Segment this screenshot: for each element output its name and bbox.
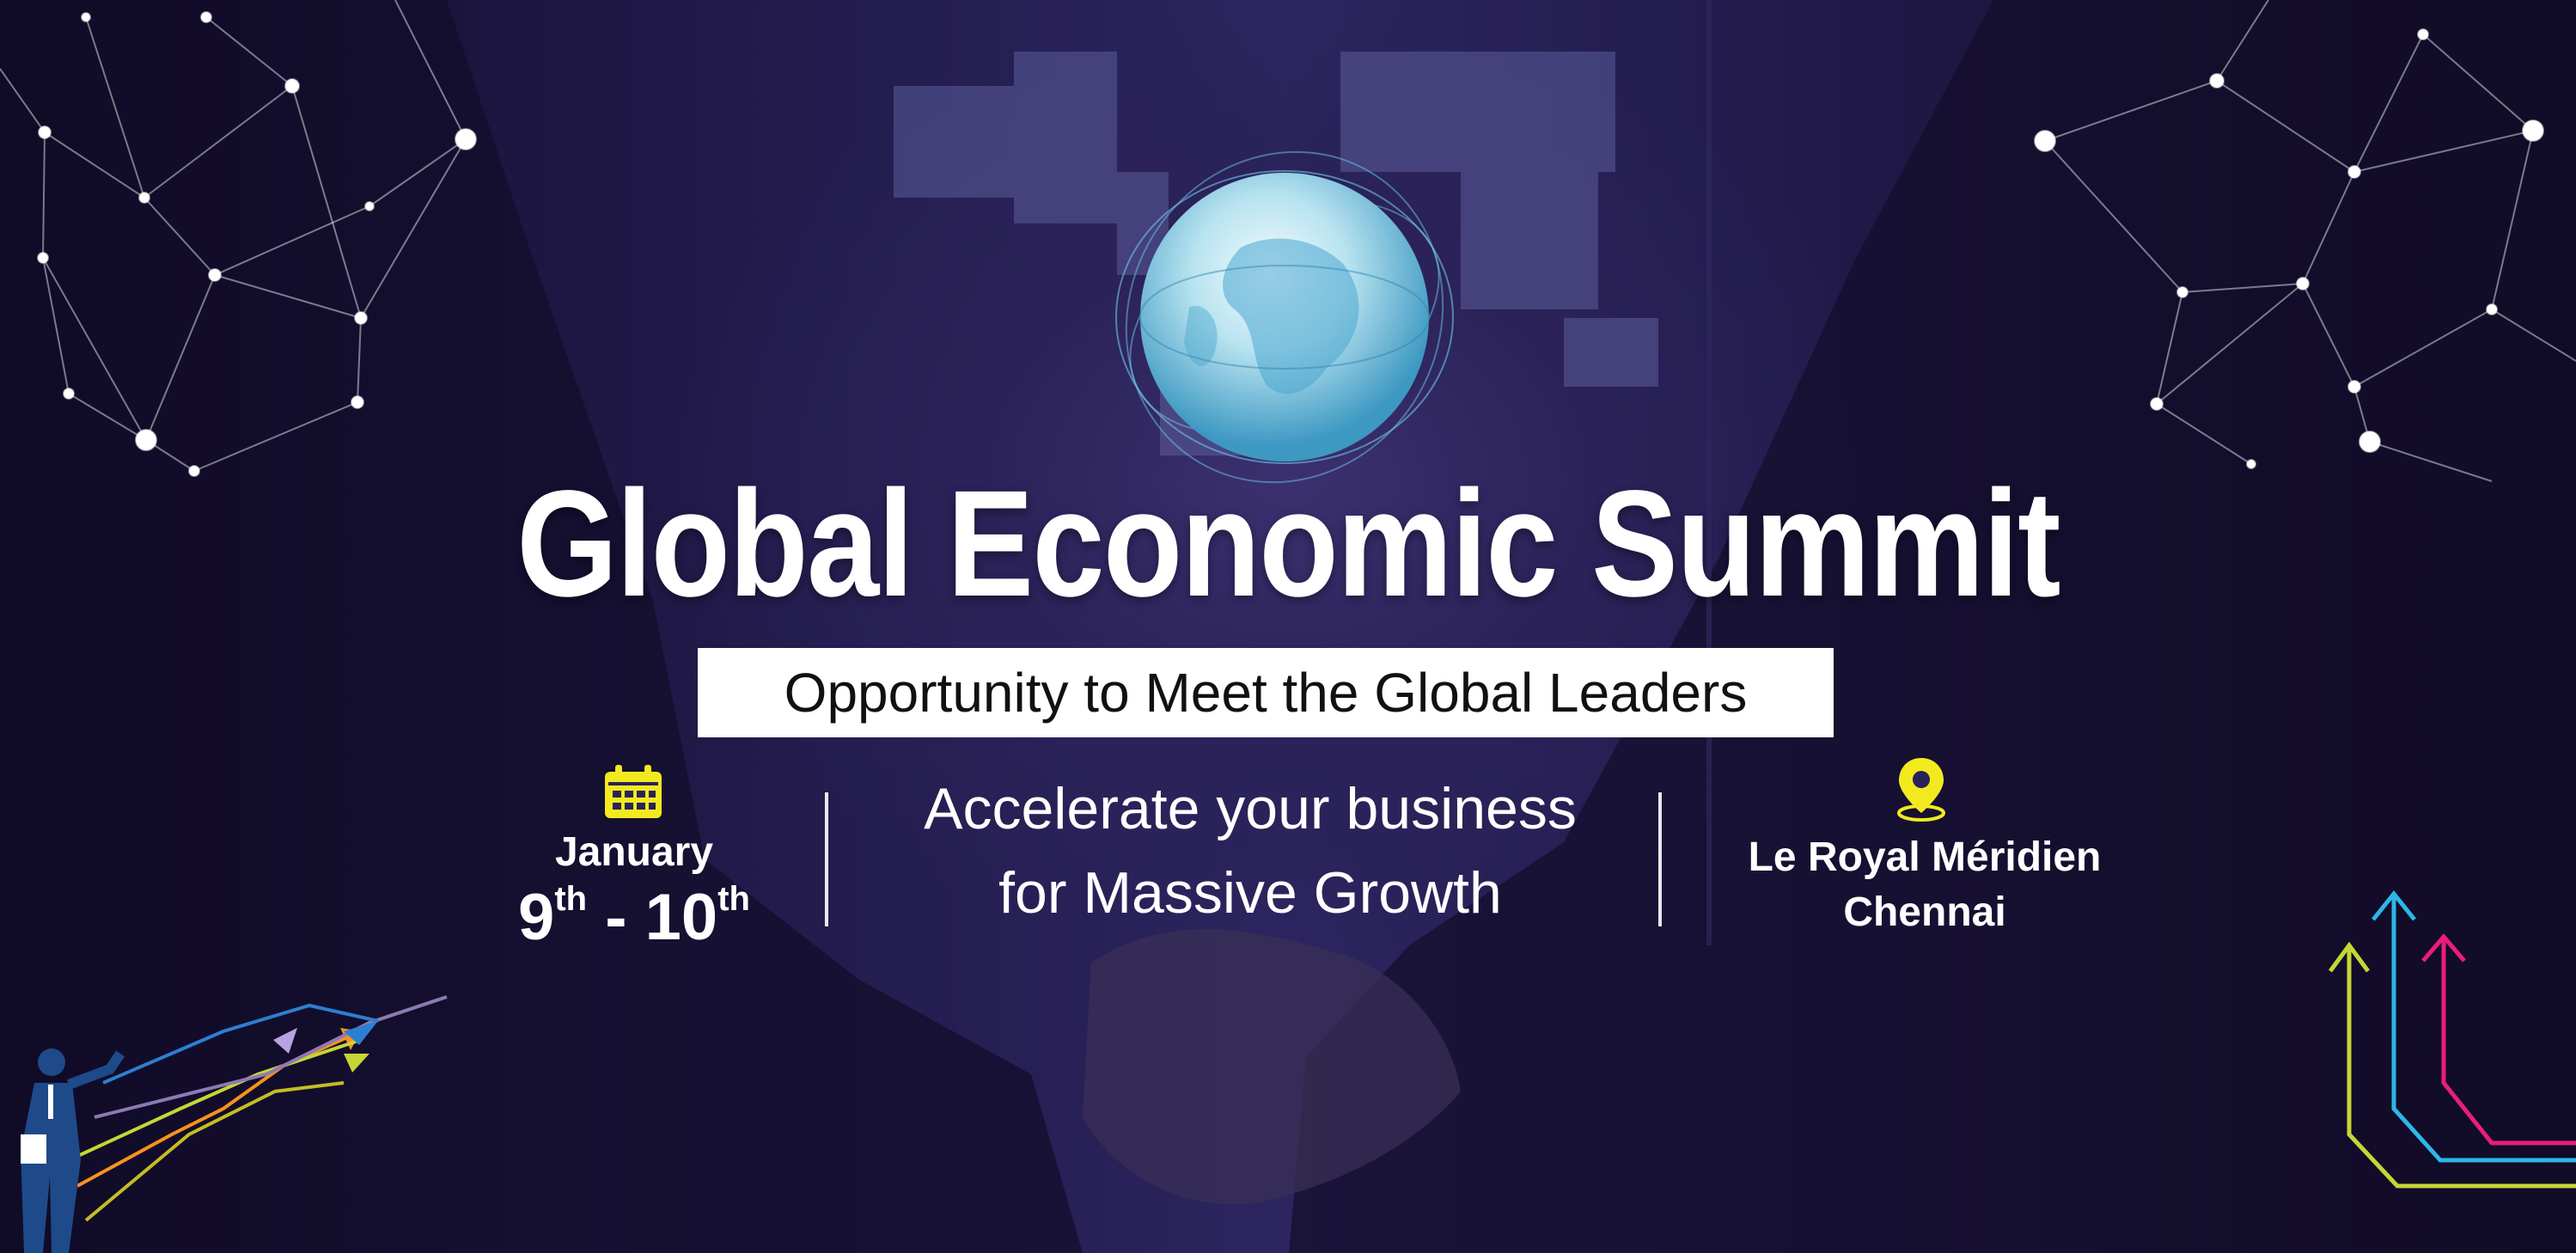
tagline-box: Opportunity to Meet the Global Leaders (698, 648, 1834, 737)
event-month: January (554, 829, 714, 875)
network-right (2034, 0, 2576, 482)
venue: Le Royal Méridien Chennai (1684, 830, 2165, 940)
headline-line-1: Accelerate your business (924, 776, 1577, 841)
venue-city: Chennai (1843, 889, 2006, 935)
growth-arrows-right (2328, 889, 2576, 1189)
start-day: 9 (518, 881, 555, 954)
tagline-text: Opportunity to Meet the Global Leaders (784, 662, 1748, 724)
left-person-silhouette (0, 0, 1083, 1253)
end-day-suffix: th (717, 880, 750, 918)
date-separator: - (587, 881, 645, 954)
handshake-silhouette (1083, 929, 1461, 1205)
end-day: 10 (644, 881, 718, 954)
location-pin-icon (1897, 758, 1945, 822)
right-person-silhouette (1289, 0, 2576, 1253)
network-left (0, 0, 477, 477)
headline-line-2: for Massive Growth (998, 860, 1502, 926)
page-title: Global Economic Summit (516, 460, 2060, 628)
start-day-suffix: th (554, 880, 588, 918)
divider-left (825, 792, 828, 926)
wall-line (1706, 0, 1712, 945)
businessman-figure (21, 1048, 125, 1253)
growth-arrows-left (68, 995, 448, 1222)
headline: Accelerate your business for Massive Gro… (868, 767, 1633, 935)
globe-icon (1115, 150, 1454, 484)
calendar-icon (605, 765, 662, 818)
event-dates: 9th - 10th (481, 880, 787, 955)
divider-right (1658, 792, 1662, 926)
venue-name: Le Royal Méridien (1748, 834, 2102, 880)
